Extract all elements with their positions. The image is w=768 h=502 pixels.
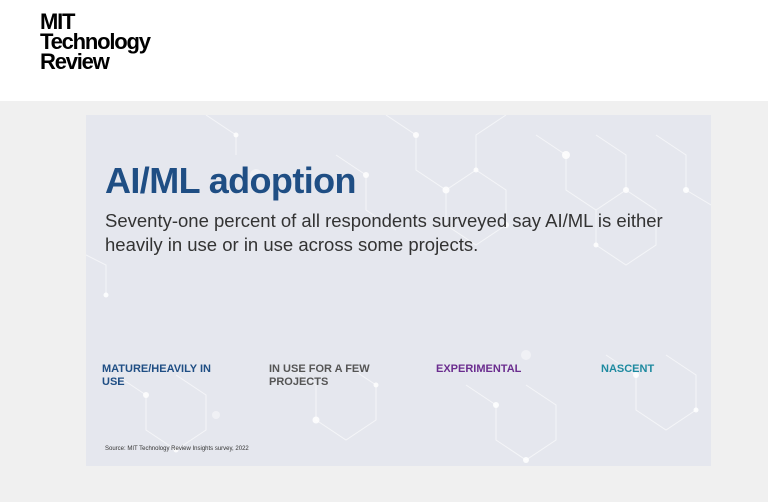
logo-line-2: Technology — [40, 29, 151, 54]
network-background-pattern — [86, 115, 711, 463]
stat-experimental-value: 22% — [435, 280, 552, 365]
stat-mature: 27% MATURE/HEAVILY IN USE — [101, 280, 252, 389]
card-subtitle: Seventy-one percent of all respondents s… — [105, 210, 663, 255]
stat-nascent: 7% NASCENT — [600, 280, 706, 376]
logo-line-1: MIT — [40, 9, 75, 34]
source-note: Source: MIT Technology Review Insights s… — [105, 446, 249, 452]
stat-in-use-label: IN USE FOR A FEW PROJECTS — [269, 363, 370, 388]
logo-line-3: Review — [40, 49, 110, 74]
stat-mature-value: 27% — [101, 280, 218, 365]
mit-technology-review-logo[interactable]: MIT Technology Review — [40, 9, 151, 74]
stat-nascent-value: 7% — [600, 280, 678, 365]
stat-experimental-label: EXPERIMENTAL — [436, 363, 522, 375]
site-header: MIT Technology Review — [0, 0, 768, 101]
stat-in-use: 44% IN USE FOR A FEW PROJECTS — [268, 280, 429, 389]
infographic-card: AI/ML adoption Seventy-one percent of al… — [86, 115, 711, 466]
stat-in-use-value: 44% — [268, 280, 385, 365]
stat-nascent-label: NASCENT — [601, 363, 655, 375]
card-title: AI/ML adoption — [105, 160, 357, 201]
stat-experimental: 22% EXPERIMENTAL — [435, 280, 586, 376]
stat-mature-label: MATURE/HEAVILY IN USE — [102, 363, 211, 388]
